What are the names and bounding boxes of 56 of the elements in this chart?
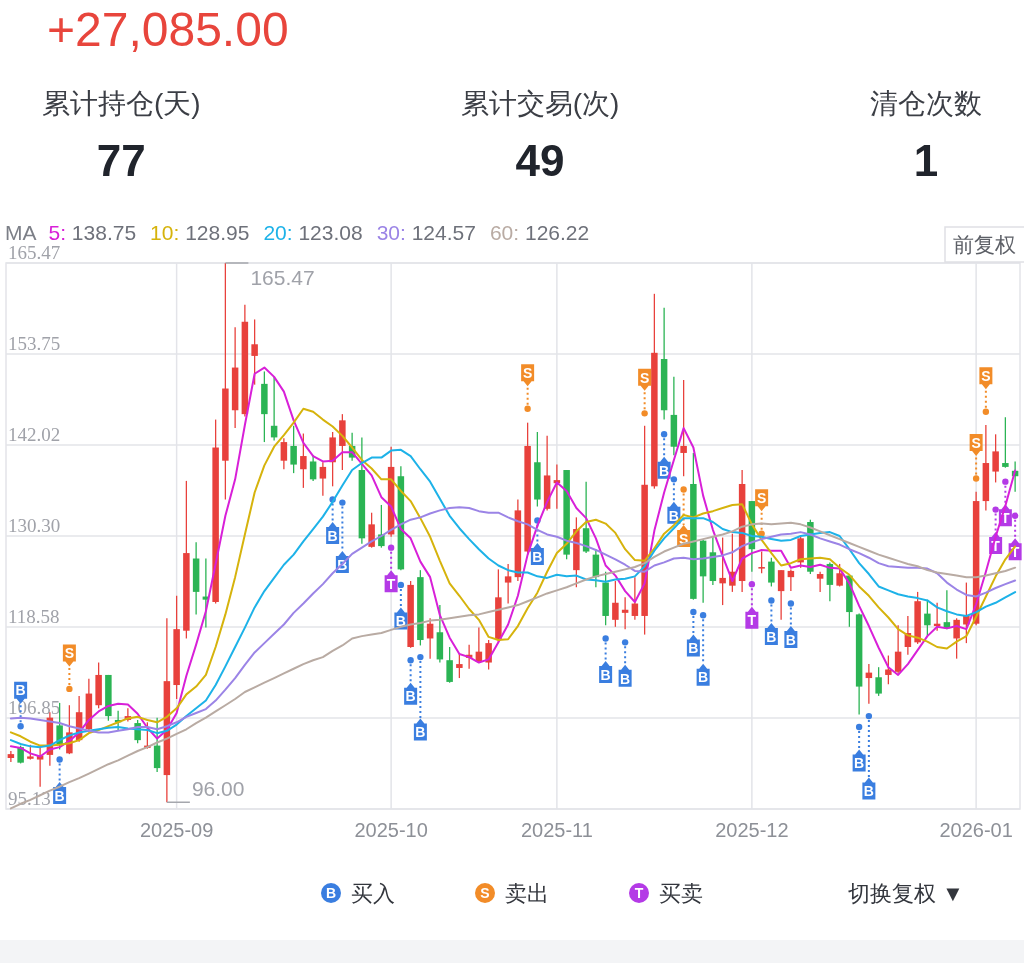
data-label: B — [405, 688, 416, 705]
category-label: 累计交易(次) — [460, 88, 620, 119]
data-label: B — [863, 783, 874, 800]
y-tick-label: 106.85 — [8, 697, 61, 719]
annotation: 96.00 — [166, 777, 245, 803]
data-label: 1 — [913, 136, 939, 185]
legend-label: 买卖 — [659, 881, 703, 906]
x-tick-label: 2025-12 — [715, 819, 789, 841]
data-label: B — [620, 670, 631, 687]
data-label: S — [971, 434, 981, 451]
data-label: B — [54, 787, 65, 804]
data-label: B — [532, 548, 543, 565]
y-tick-label: 130.30 — [8, 515, 61, 536]
annotation: 96.00 — [191, 777, 245, 801]
data-label: B — [15, 682, 26, 699]
x-tick-label: 2025-10 — [354, 819, 428, 841]
data-label: B — [688, 640, 699, 657]
y-tick-label: 153.75 — [8, 332, 61, 354]
data-label: B — [659, 462, 670, 479]
x-tick-label: 2026-01 — [939, 819, 1013, 841]
data-label: B — [600, 666, 611, 683]
annotation: 165.47 — [224, 262, 315, 289]
data-label: 77 — [96, 136, 146, 185]
text: +27,085.00 — [47, 3, 289, 56]
data-label: B — [395, 613, 406, 630]
data-label: B — [854, 755, 865, 772]
legend-swatch: S — [475, 883, 495, 903]
y-tick-label: 165.47 — [8, 242, 61, 263]
data-label: B — [785, 631, 796, 648]
data-label: B — [766, 628, 777, 645]
data-label: T — [386, 575, 396, 592]
y-tick-label: 142.02 — [8, 424, 61, 446]
button: 前复权 — [944, 226, 1024, 263]
data-label: 49 — [515, 136, 565, 185]
annotation: 165.47 — [250, 266, 315, 289]
data-label: S — [522, 364, 533, 381]
data-label: S — [981, 368, 991, 384]
legend: MA 5: 138.75 10: 128.95 20: 123.08 30: 124.57 60: 126.22 — [5, 221, 590, 244]
legend-label: 买入 — [351, 881, 395, 906]
data-label: S — [639, 369, 650, 386]
data-label: B — [668, 507, 679, 524]
data-label: B — [415, 724, 426, 741]
y-tick-label: 118.58 — [8, 605, 60, 627]
data-label: B — [698, 669, 709, 686]
data-label: B — [327, 527, 338, 544]
text: 切换复权 ▼ — [848, 881, 964, 906]
legend-swatch: T — [629, 883, 649, 903]
x-tick-label: 2025-09 — [139, 819, 214, 841]
data-label: S — [64, 645, 75, 662]
x-tick-label: 2025-11 — [520, 819, 593, 841]
category-label: 清仓次数 — [870, 88, 982, 119]
data-label: T — [747, 612, 757, 629]
data-label: S — [756, 489, 767, 506]
category-label: 累计持仓(天) — [42, 88, 201, 119]
legend-label: 卖出 — [505, 881, 549, 906]
legend-swatch: B — [321, 883, 341, 903]
